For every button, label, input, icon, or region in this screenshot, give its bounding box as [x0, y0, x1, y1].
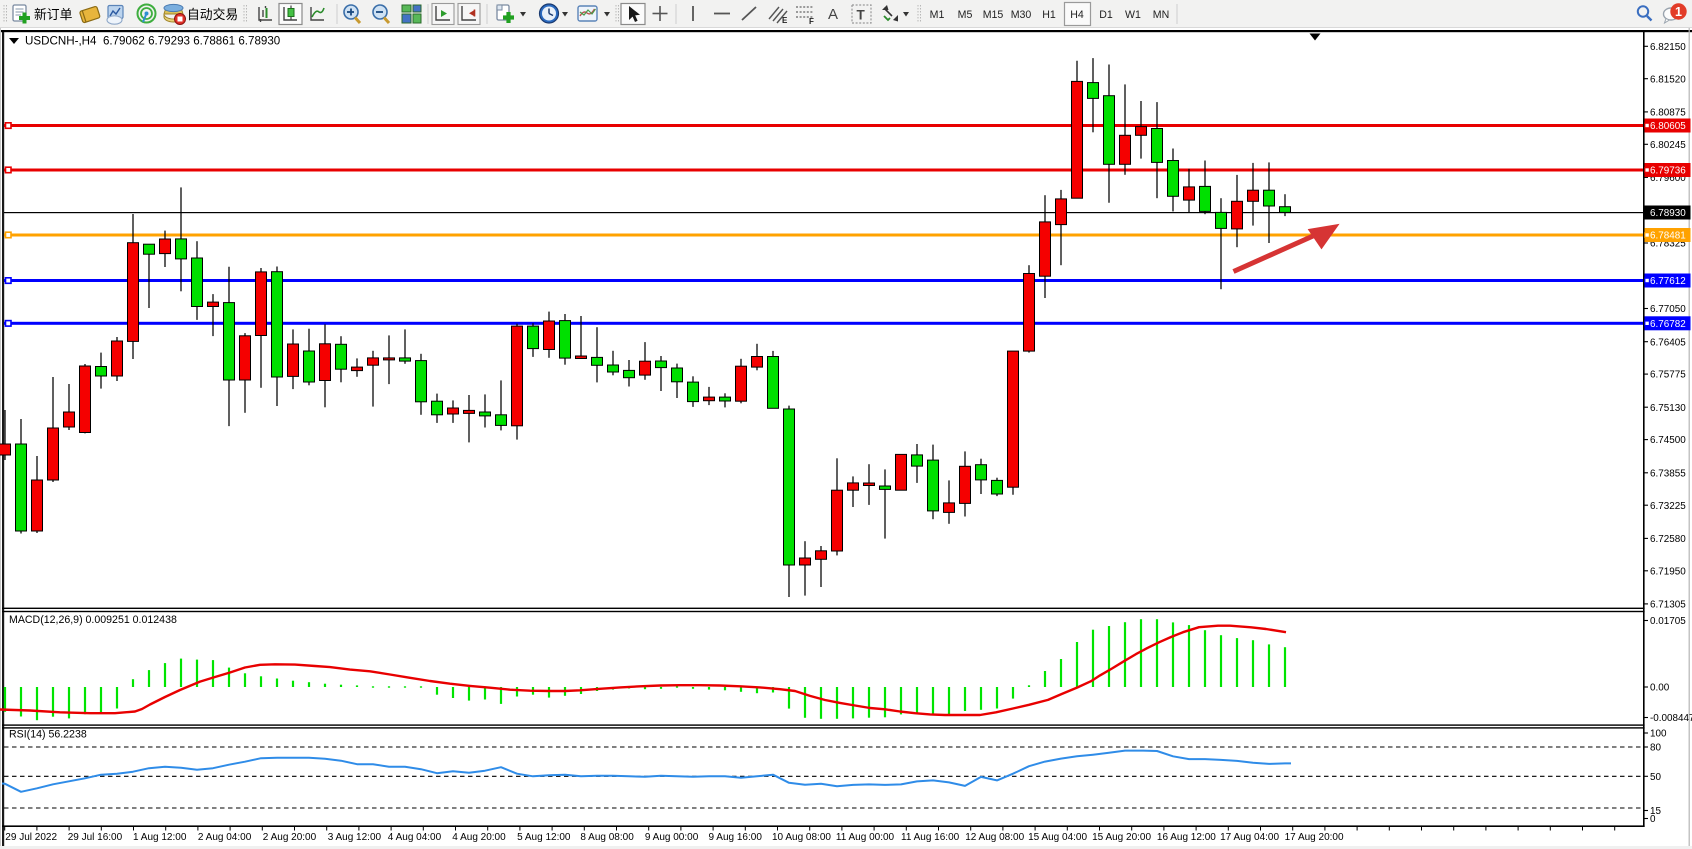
svg-text:6.80605: 6.80605 — [1650, 121, 1686, 132]
svg-text:6.78930: 6.78930 — [1650, 208, 1686, 219]
svg-text:100: 100 — [1650, 729, 1667, 740]
svg-text:10 Aug 08:00: 10 Aug 08:00 — [772, 832, 831, 843]
svg-text:6.79736: 6.79736 — [1650, 166, 1686, 177]
svg-text:15 Aug 20:00: 15 Aug 20:00 — [1092, 832, 1151, 843]
svg-text:5 Aug 12:00: 5 Aug 12:00 — [517, 832, 571, 843]
svg-text:6.80875: 6.80875 — [1650, 108, 1686, 119]
svg-text:50: 50 — [1650, 772, 1661, 783]
svg-text:6.76405: 6.76405 — [1650, 337, 1686, 348]
svg-text:4 Aug 04:00: 4 Aug 04:00 — [388, 832, 442, 843]
svg-text:11 Aug 00:00: 11 Aug 00:00 — [836, 832, 895, 843]
svg-text:2 Aug 20:00: 2 Aug 20:00 — [263, 832, 317, 843]
svg-text:8 Aug 08:00: 8 Aug 08:00 — [580, 832, 634, 843]
svg-text:0: 0 — [1650, 814, 1656, 825]
svg-text:29 Jul 2022: 29 Jul 2022 — [5, 832, 57, 843]
svg-text:0.01705: 0.01705 — [1650, 616, 1686, 627]
svg-text:9 Aug 16:00: 9 Aug 16:00 — [709, 832, 763, 843]
svg-text:12 Aug 08:00: 12 Aug 08:00 — [965, 832, 1024, 843]
svg-text:-0.008447: -0.008447 — [1650, 713, 1692, 724]
svg-text:6.71305: 6.71305 — [1650, 600, 1686, 611]
svg-text:RSI(14) 56.2238: RSI(14) 56.2238 — [9, 729, 87, 741]
svg-text:E: E — [782, 16, 788, 25]
svg-text:11 Aug 16:00: 11 Aug 16:00 — [901, 832, 960, 843]
svg-text:M1: M1 — [930, 9, 945, 21]
svg-text:M15: M15 — [983, 9, 1004, 21]
svg-text:80: 80 — [1650, 743, 1661, 754]
svg-text:1: 1 — [1675, 5, 1682, 19]
svg-text:6.79600: 6.79600 — [1650, 173, 1686, 184]
svg-text:M5: M5 — [958, 9, 973, 21]
svg-text:F: F — [809, 17, 814, 26]
svg-text:6.75130: 6.75130 — [1650, 403, 1686, 414]
svg-text:H4: H4 — [1070, 9, 1084, 21]
svg-text:T: T — [857, 8, 866, 23]
svg-text:4 Aug 20:00: 4 Aug 20:00 — [452, 832, 506, 843]
svg-text:16 Aug 12:00: 16 Aug 12:00 — [1157, 832, 1216, 843]
svg-text:2 Aug 04:00: 2 Aug 04:00 — [198, 832, 252, 843]
svg-text:6.73225: 6.73225 — [1650, 501, 1686, 512]
svg-text:MN: MN — [1153, 9, 1169, 21]
svg-text:USDCNH-,H4 6.79062 6.79293 6.: USDCNH-,H4 6.79062 6.79293 6.78861 6.789… — [25, 35, 280, 48]
svg-text:M30: M30 — [1011, 9, 1032, 21]
svg-text:1 Aug 12:00: 1 Aug 12:00 — [133, 832, 187, 843]
svg-text:0.00: 0.00 — [1650, 683, 1670, 694]
svg-text:17 Aug 20:00: 17 Aug 20:00 — [1285, 832, 1344, 843]
svg-text:15: 15 — [1650, 806, 1661, 817]
svg-text:17 Aug 04:00: 17 Aug 04:00 — [1220, 832, 1279, 843]
svg-text:6.77050: 6.77050 — [1650, 304, 1686, 315]
svg-text:H1: H1 — [1042, 9, 1056, 21]
svg-text:A: A — [828, 6, 838, 23]
svg-text:6.80245: 6.80245 — [1650, 140, 1686, 151]
svg-text:自动交易: 自动交易 — [187, 7, 238, 22]
svg-text:6.73855: 6.73855 — [1650, 468, 1686, 479]
svg-text:15 Aug 04:00: 15 Aug 04:00 — [1028, 832, 1087, 843]
svg-text:9 Aug 00:00: 9 Aug 00:00 — [645, 832, 699, 843]
svg-text:MACD(12,26,9) 0.009251 0.01243: MACD(12,26,9) 0.009251 0.012438 — [9, 614, 177, 626]
svg-text:D1: D1 — [1099, 9, 1113, 21]
svg-text:6.81520: 6.81520 — [1650, 74, 1686, 85]
svg-text:W1: W1 — [1125, 9, 1141, 21]
svg-text:6.74500: 6.74500 — [1650, 435, 1686, 446]
svg-text:新订单: 新订单 — [34, 7, 73, 22]
svg-text:6.76782: 6.76782 — [1650, 319, 1686, 330]
svg-text:6.71950: 6.71950 — [1650, 566, 1686, 577]
svg-text:6.77612: 6.77612 — [1650, 276, 1686, 287]
svg-text:29 Jul 16:00: 29 Jul 16:00 — [68, 832, 123, 843]
svg-text:6.72580: 6.72580 — [1650, 534, 1686, 545]
svg-text:6.78325: 6.78325 — [1650, 239, 1686, 250]
svg-text:6.82150: 6.82150 — [1650, 42, 1686, 53]
svg-text:6.78481: 6.78481 — [1650, 231, 1686, 242]
svg-text:6.75775: 6.75775 — [1650, 370, 1686, 381]
svg-text:3 Aug 12:00: 3 Aug 12:00 — [328, 832, 382, 843]
